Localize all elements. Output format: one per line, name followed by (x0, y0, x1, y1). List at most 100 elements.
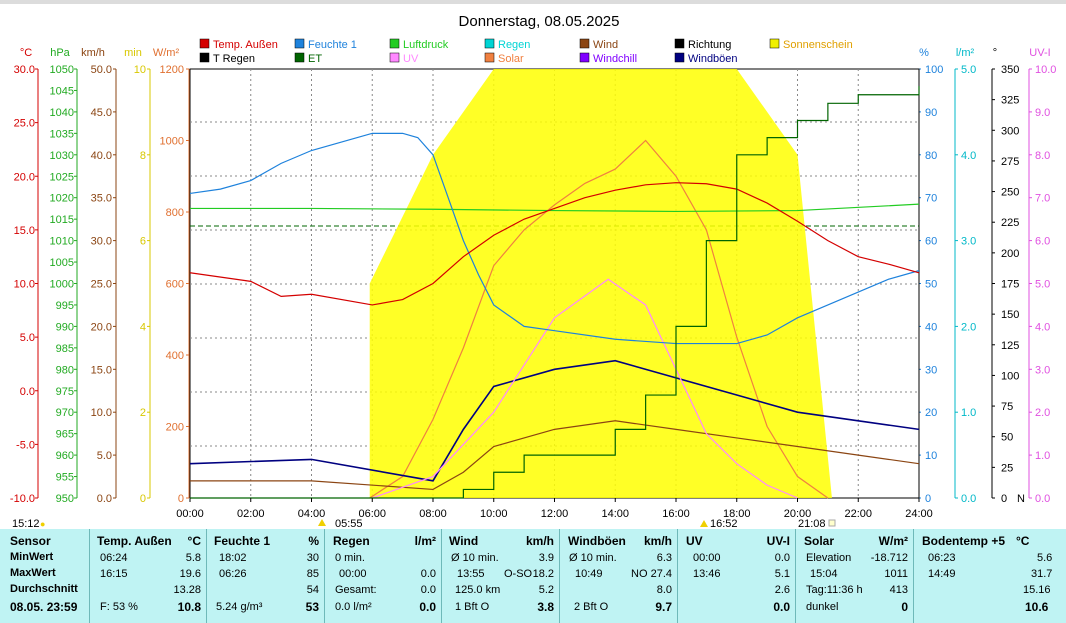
y-tick-label: 975 (56, 386, 74, 398)
x-tick-label: 12:00 (541, 508, 569, 520)
y-tick-label: 10 (925, 450, 937, 462)
legend-swatch (389, 38, 400, 49)
y-tick-label: 1.0 (961, 407, 976, 419)
wind-header: Wind (449, 534, 479, 548)
y-tick-label: 8 (140, 150, 146, 162)
legend-label: Richtung (688, 39, 731, 51)
y-tick-label: 0.0 (1035, 493, 1050, 505)
time-mark-label: 05:55 (335, 518, 363, 529)
y-tick-label: 7.0 (1035, 193, 1050, 205)
y-tick-label: 1045 (50, 85, 74, 97)
legend-label: UV (403, 53, 419, 65)
uv-column: UV UV-I 00:00 0.0 13:46 5.1 2.6 0.0 (677, 529, 796, 623)
wind-max-value: 18.2 (532, 568, 554, 580)
wind-column: Wind km/h Ø 10 min. 3.9 13:55 O-SO 18.2 … (441, 529, 560, 623)
legend-label: Regen (498, 39, 530, 51)
legend-swatch (579, 38, 590, 49)
y-tick-label: 5.0 (961, 64, 976, 76)
humidity-max-time: 06:26 (219, 568, 247, 580)
y-tick-label: 5.0 (20, 332, 35, 344)
legend-swatch (769, 38, 780, 49)
series-luftdruck (190, 203, 920, 213)
chart-series (189, 69, 920, 499)
rain-total-label: Gesamt: (335, 584, 377, 596)
y-tick-label: 1025 (50, 171, 74, 183)
wind-avg-label: Ø 10 min. (451, 552, 499, 564)
y-tick-label: 325 (1001, 95, 1019, 107)
gust-header: Windböen (568, 534, 626, 548)
y-tick-label: 995 (56, 300, 74, 312)
series-sonnenschein (369, 69, 832, 498)
y-tick-label: 3.0 (1035, 364, 1050, 376)
temp-avg-value: 13.28 (173, 584, 201, 596)
y-tick-label: 1030 (50, 150, 74, 162)
temp-column: Temp. Außen °C 06:24 5.8 16:15 19.6 13.2… (89, 529, 207, 623)
y-tick-label: 70 (925, 193, 937, 205)
gust-avg-label: Ø 10 min. (569, 552, 617, 564)
wind-distance: 125.0 km (455, 584, 501, 596)
solar-elevation-label: Elevation (806, 552, 852, 564)
y-tick-label: 955 (56, 472, 74, 484)
wind-now-value: 3.8 (537, 600, 554, 614)
wind-third-value: 5.2 (538, 584, 554, 596)
rain-duration: 0 min. (335, 552, 365, 564)
gust-third-value: 8.0 (656, 584, 672, 596)
y-tick-label: 0.0 (961, 493, 976, 505)
y-tick-label: 300 (1001, 125, 1019, 137)
solar-header: Solar (804, 534, 835, 548)
soiltemp-min-time: 06:23 (928, 552, 956, 564)
y-tick-label: 80 (925, 150, 937, 162)
y-tick-label: 2 (140, 407, 146, 419)
weather-chart: Donnerstag, 08.05.2025 Temp. Außen Feucht… (10, 13, 1057, 529)
legend-label: Wind (593, 39, 618, 51)
axis-unit-label: min (124, 47, 142, 59)
axis-unit-label: hPa (50, 47, 70, 59)
series-et (190, 86, 920, 499)
y-tick-label: 1050 (50, 64, 74, 76)
y-tick-label: 1040 (50, 107, 74, 119)
solar-now-label: dunkel (806, 601, 839, 613)
y-tick-label: 20.0 (91, 321, 112, 333)
y-tick-label: 400 (166, 350, 184, 362)
solar-peak-marker-icon (700, 520, 708, 527)
uv-now-value: 0.0 (773, 600, 790, 614)
wind-max-time: 13:55 (457, 568, 485, 580)
y-tick-label: 15.0 (91, 364, 112, 376)
humidity-max-value: 85 (306, 568, 319, 580)
uv-header: UV (686, 534, 703, 548)
soiltemp-unit: °C (1016, 534, 1030, 548)
axis-unit-label: % (919, 47, 929, 59)
y-tick-label: 25.0 (14, 118, 35, 130)
y-tick-label: 175 (1001, 279, 1019, 291)
gust-unit: km/h (643, 534, 672, 548)
y-tick-label: 800 (166, 207, 184, 219)
y-tick-label: 980 (56, 364, 74, 376)
legend-swatch (294, 38, 305, 49)
x-tick-label: 08:00 (419, 508, 447, 520)
series-windb-en (189, 359, 920, 482)
legend-swatch (674, 52, 685, 63)
y-tick-label: 100 (1001, 370, 1019, 382)
axis-unit-label: °C (20, 47, 32, 59)
uv-max-value: 5.1 (774, 568, 790, 580)
legend-label: Solar (498, 53, 524, 65)
x-tick-label: 02:00 (237, 508, 265, 520)
x-tick-label: 00:00 (176, 508, 204, 520)
y-tick-label: 10 (134, 64, 146, 76)
sunset-marker-icon (828, 519, 836, 527)
x-tick-label: 18:00 (723, 508, 751, 520)
y-tick-label: 20.0 (14, 171, 35, 183)
sunrise-marker-icon (318, 519, 326, 526)
axis-unit-label: ° (993, 47, 997, 59)
y-tick-label: 970 (56, 407, 74, 419)
y-tick-label: 4.0 (961, 150, 976, 162)
y-tick-label: 1.0 (1035, 450, 1050, 462)
axis-unit-label: UV-I (1029, 47, 1050, 59)
y-tick-label: 1200 (160, 64, 184, 76)
rain-max-value: 0.0 (420, 568, 436, 580)
y-tick-label: -5.0 (16, 439, 35, 451)
y-tick-label: 600 (166, 279, 184, 291)
y-tick-label: 10.0 (1035, 64, 1056, 76)
y-tick-label: 965 (56, 429, 74, 441)
legend-label: Temp. Außen (213, 39, 278, 51)
